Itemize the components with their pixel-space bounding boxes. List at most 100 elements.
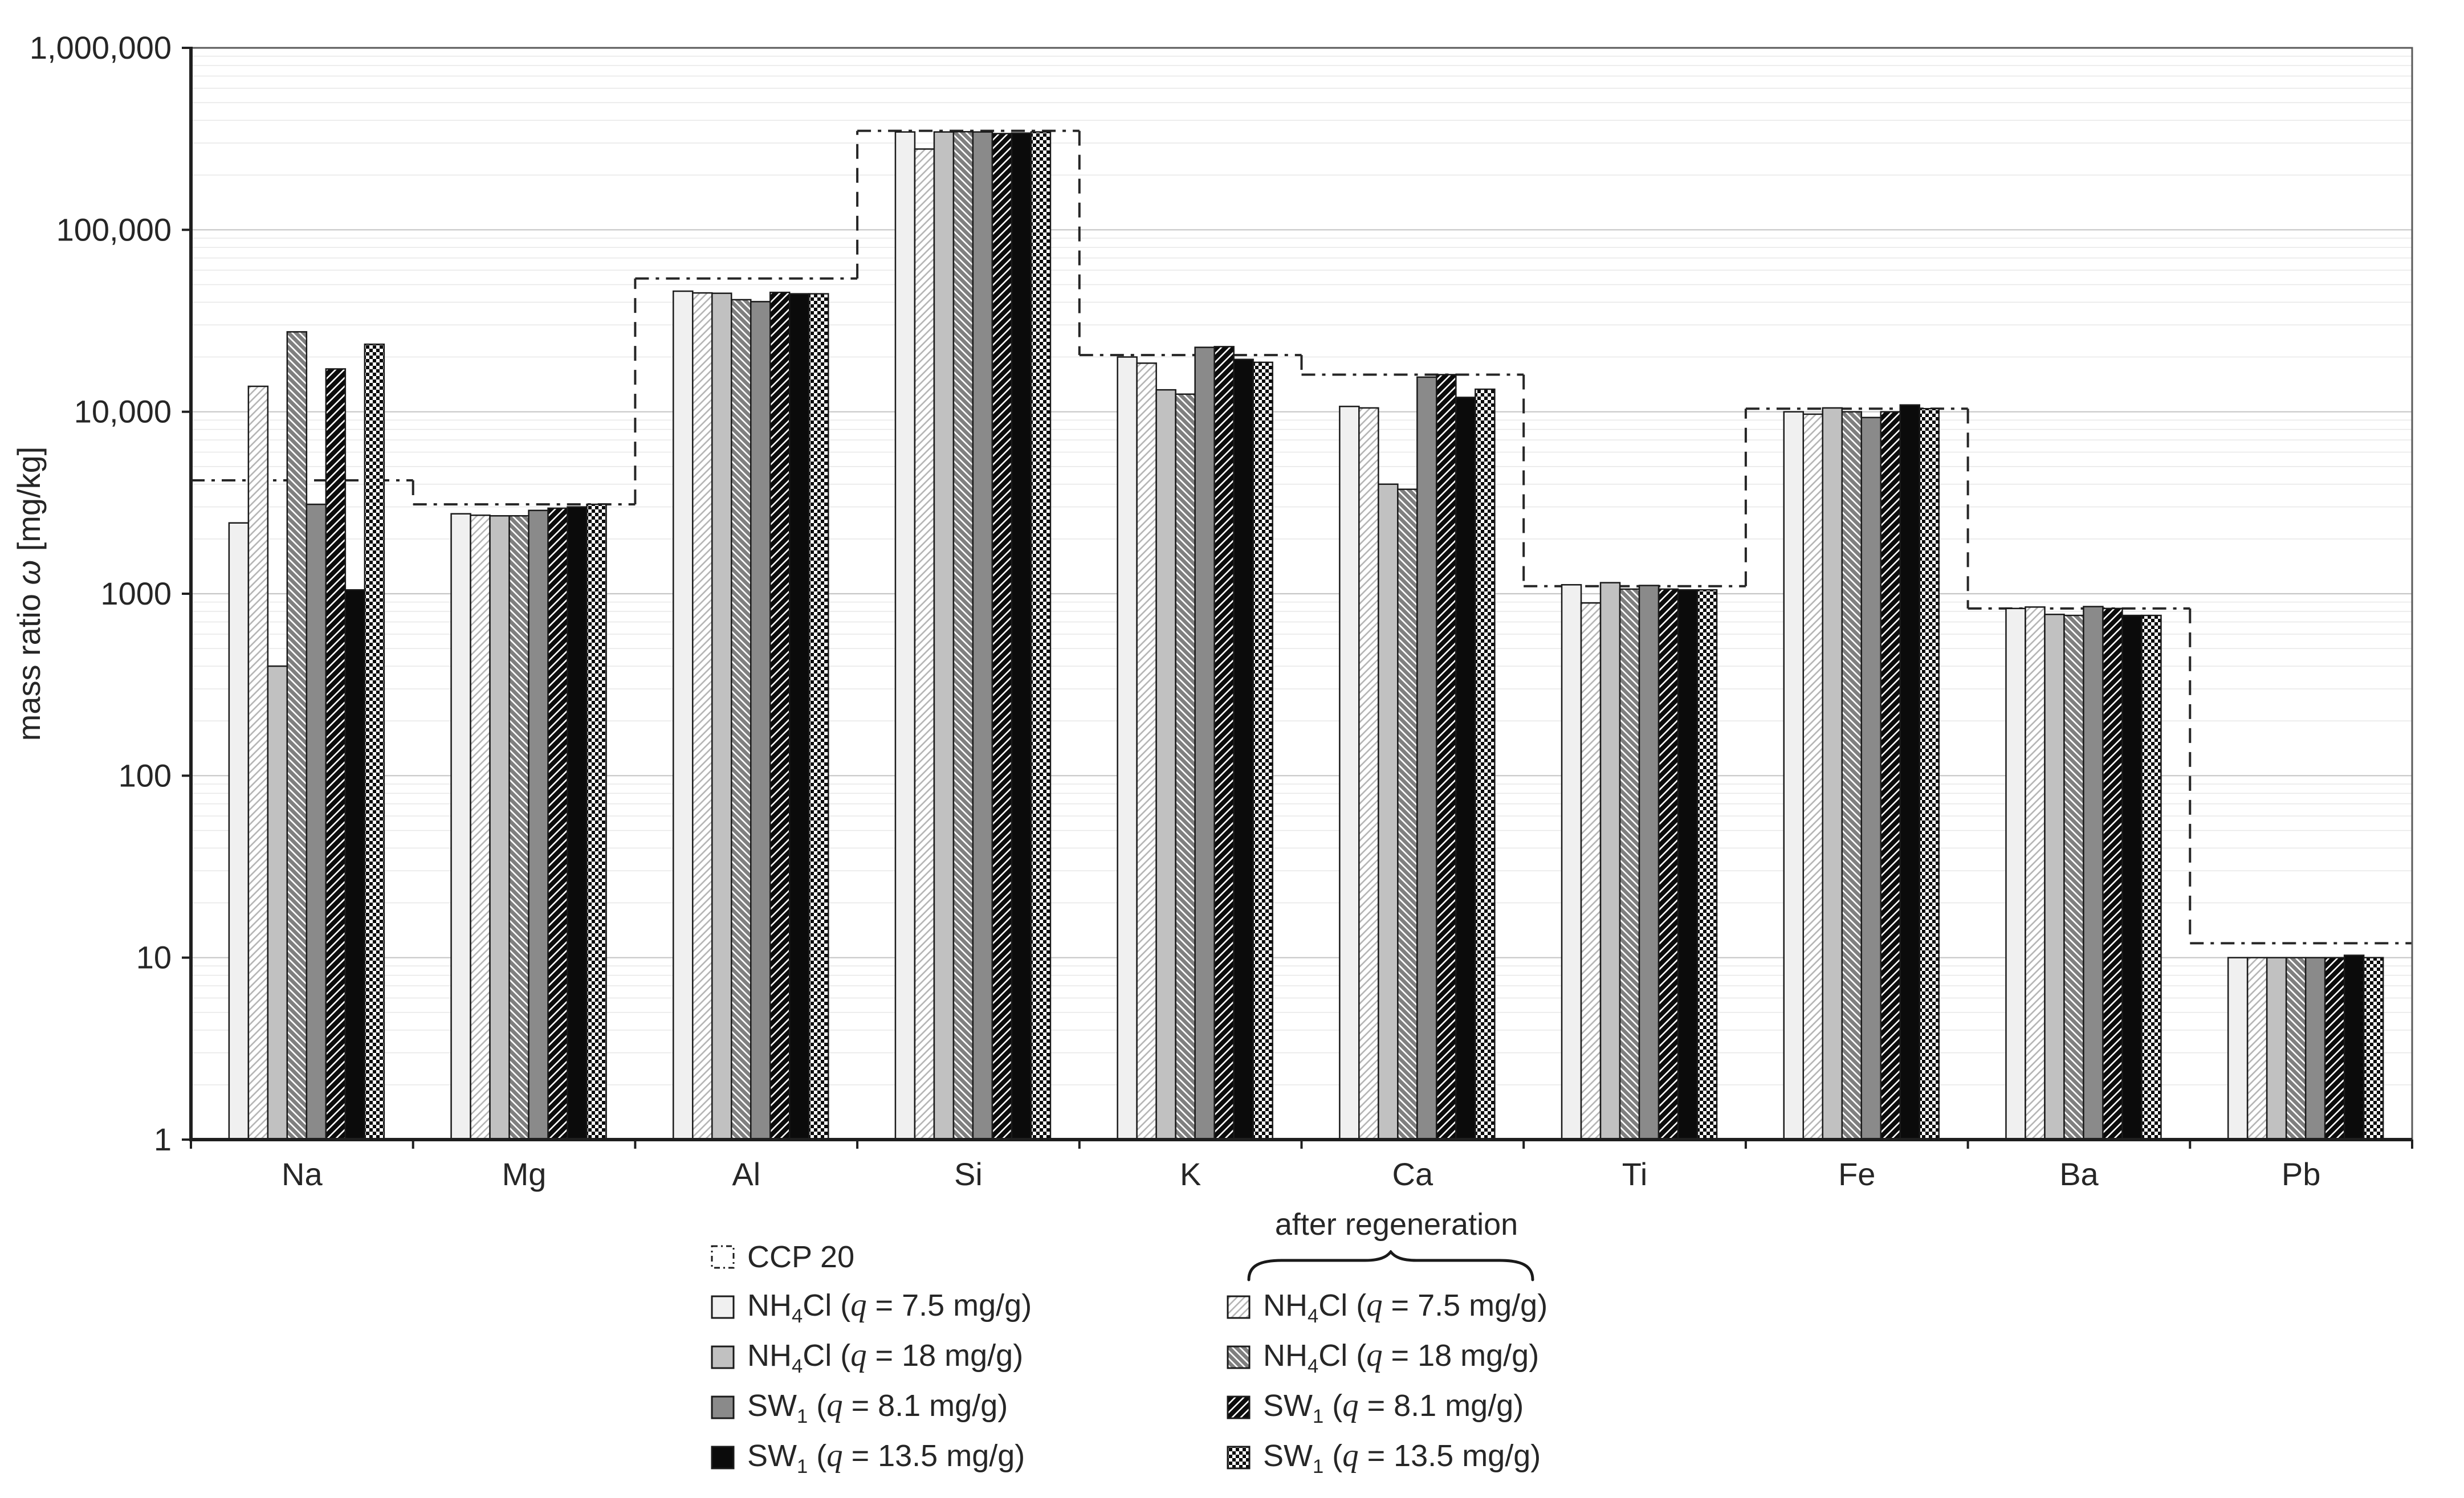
bar [344,589,366,1141]
bar [1822,407,1843,1141]
bar [2343,954,2365,1141]
legend-item-ccp20: CCP 20 [710,1232,1032,1282]
legend-item-regenerated: SW1 (q = 8.1 mg/g) [1225,1382,1547,1432]
bar [489,515,510,1141]
legend-item-label: SW1 (q = 13.5 mg/g) [1263,1438,1541,1477]
bar [286,331,308,1141]
x-axis-category-label: Fe [1838,1156,1875,1192]
bar [1638,585,1660,1141]
bar [2324,957,2345,1141]
bar [1011,132,1032,1141]
bar [2363,957,2384,1141]
bar [1880,411,1901,1141]
legend-item-label: SW1 (q = 8.1 mg/g) [1263,1387,1524,1427]
bar [808,293,829,1141]
bar [2304,957,2326,1141]
y-axis-tick-label: 100 [119,757,172,793]
bar [1475,388,1496,1141]
legend-item-label: NH4Cl (q = 18 mg/g) [747,1337,1024,1377]
bar [1696,589,1718,1141]
bar [1783,411,1804,1141]
legend-column-left: CCP 20 NH4Cl (q = 7.5 mg/g) NH4Cl (q = 18 … [710,1232,1032,1483]
bar [2121,614,2143,1141]
legend-item-regenerated: NH4Cl (q = 18 mg/g) [1225,1332,1547,1382]
legend-item-label: SW1 (q = 13.5 mg/g) [747,1438,1025,1477]
bar [1117,356,1138,1141]
bar [1378,483,1399,1141]
bar [1416,376,1437,1141]
bar [2083,606,2104,1141]
legend-swatch-icon [711,1395,735,1419]
bar [2141,614,2162,1141]
bar [1841,411,1862,1141]
bar [1233,358,1254,1141]
bar [547,507,568,1141]
bar [933,131,955,1141]
bar [1899,404,1920,1141]
bar [1619,588,1640,1141]
bar [1194,346,1215,1141]
bar [769,291,791,1141]
legend-swatch-icon [711,1446,735,1470]
x-axis-category-label: Ca [1392,1156,1433,1192]
legend-item-label: SW1 (q = 8.1 mg/g) [747,1387,1008,1427]
bar [2044,613,2065,1141]
bar [789,293,810,1141]
bar [673,290,694,1141]
bar [1397,488,1418,1141]
bar [1155,389,1176,1141]
bar [972,131,993,1141]
legend-group-heading: after regeneration [1274,1207,1518,1242]
legend-swatch-icon [1227,1446,1251,1470]
bar [1436,374,1457,1141]
bar [2102,607,2123,1141]
legend-item-label: NH4Cl (q = 18 mg/g) [1263,1337,1540,1377]
bar [1919,407,1940,1141]
legend-swatch-icon [1227,1295,1251,1319]
bar [2025,606,2046,1141]
legend-item-fresh: NH4Cl (q = 18 mg/g) [710,1332,1032,1382]
curly-brace-icon [1247,1250,1534,1281]
bar [1802,413,1823,1141]
bar [711,292,732,1141]
bar [364,343,385,1141]
bar [306,503,327,1141]
legend-item-fresh: SW1 (q = 13.5 mg/g) [710,1432,1032,1483]
bar [894,131,916,1141]
x-axis-category-label: Pb [2282,1156,2321,1192]
y-axis-tick-label: 10 [136,940,172,975]
bar [528,509,549,1141]
x-axis-category-label: Al [732,1156,760,1192]
legend-swatch-icon [711,1295,735,1319]
bar [1599,582,1621,1141]
bar [2266,957,2287,1141]
legend-item-label: NH4Cl (q = 7.5 mg/g) [1263,1287,1548,1327]
bar [2063,614,2084,1141]
bar [731,299,752,1141]
legend-swatch-icon [711,1345,735,1369]
bar [1358,407,1379,1141]
bar [991,133,1013,1141]
x-axis-category-label: Ti [1622,1156,1648,1192]
legend-item-fresh: NH4Cl (q = 7.5 mg/g) [710,1282,1032,1332]
y-axis-tick-label: 10,000 [74,394,172,430]
bar [692,292,713,1141]
bar [1455,397,1476,1141]
bar [567,506,588,1141]
y-axis-tick-label: 100,000 [56,211,172,247]
bar [2246,957,2268,1141]
bar [1213,346,1235,1141]
y-axis-title: mass ratio ω [mg/kg] [11,447,47,741]
bar [325,368,347,1141]
x-axis-category-label: Mg [502,1156,547,1192]
bar [1175,393,1196,1141]
bar [247,385,269,1141]
bar [1580,602,1602,1141]
bar [470,515,491,1141]
legend-item-fresh: SW1 (q = 8.1 mg/g) [710,1382,1032,1432]
bar [952,130,974,1141]
bar [2005,607,2026,1141]
bar [1339,406,1360,1141]
